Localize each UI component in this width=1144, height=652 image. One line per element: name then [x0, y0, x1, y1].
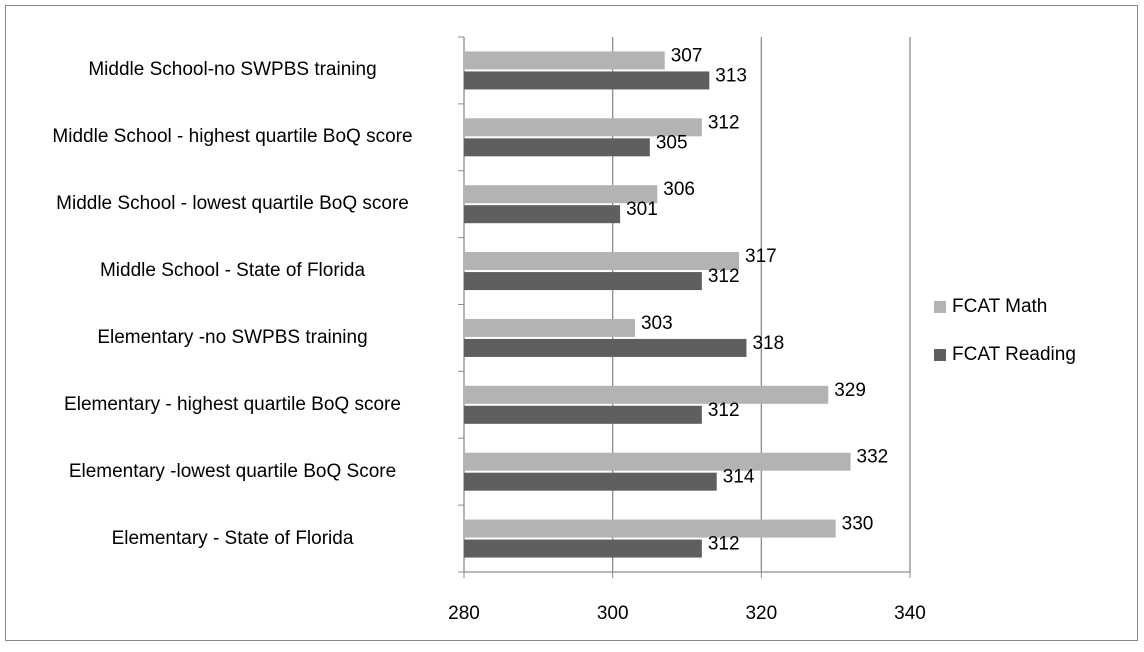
bar — [464, 71, 710, 90]
data-label: 306 — [663, 179, 695, 200]
y-tick-label: Middle School - State of Florida — [99, 260, 366, 282]
y-tick-label: Middle School - lowest quartile BoQ scor… — [56, 193, 409, 215]
bar — [464, 252, 740, 271]
legend-label: FCAT Math — [952, 296, 1047, 317]
y-tick-label: Elementary -lowest quartile BoQ Score — [68, 460, 397, 482]
data-label: 313 — [715, 65, 747, 86]
data-label: 303 — [641, 313, 673, 334]
data-label: 307 — [671, 45, 703, 66]
bar — [464, 452, 851, 471]
bar — [464, 472, 717, 491]
y-tick-label: Middle School - highest quartile BoQ sco… — [52, 126, 413, 148]
bar — [464, 118, 702, 137]
data-label: 301 — [626, 199, 658, 220]
bar — [464, 138, 650, 157]
data-label: 312 — [708, 112, 740, 133]
bar — [464, 318, 635, 337]
bar — [464, 185, 658, 204]
legend-label: FCAT Reading — [952, 344, 1076, 365]
y-tick-label: Elementary -no SWPBS training — [97, 326, 368, 348]
y-tick-label: Elementary - highest quartile BoQ score — [64, 393, 401, 415]
data-label: 305 — [656, 132, 688, 153]
data-label: 332 — [857, 447, 889, 468]
data-label: 329 — [834, 380, 866, 401]
data-label: 312 — [708, 534, 740, 555]
x-tick-label: 300 — [597, 603, 629, 624]
chart-border — [5, 5, 1138, 641]
data-label: 318 — [752, 333, 784, 354]
bar — [464, 338, 747, 357]
x-tick-label: 320 — [745, 603, 777, 624]
bar — [464, 405, 702, 424]
legend-swatch — [934, 349, 946, 361]
y-tick-label: Middle School-no SWPBS training — [88, 59, 377, 81]
bar — [464, 205, 621, 224]
bar — [464, 519, 836, 538]
x-tick-label: 340 — [894, 603, 926, 624]
data-label: 312 — [708, 400, 740, 421]
data-label: 330 — [842, 514, 874, 535]
bar — [464, 51, 665, 70]
bar — [464, 385, 829, 404]
bar — [464, 272, 702, 291]
legend-swatch — [934, 301, 946, 313]
bar — [464, 539, 702, 558]
x-tick-label: 280 — [448, 603, 480, 624]
data-label: 317 — [745, 246, 777, 267]
data-label: 314 — [723, 467, 755, 488]
data-label: 312 — [708, 266, 740, 287]
y-tick-label: Elementary - State of Florida — [111, 527, 354, 549]
